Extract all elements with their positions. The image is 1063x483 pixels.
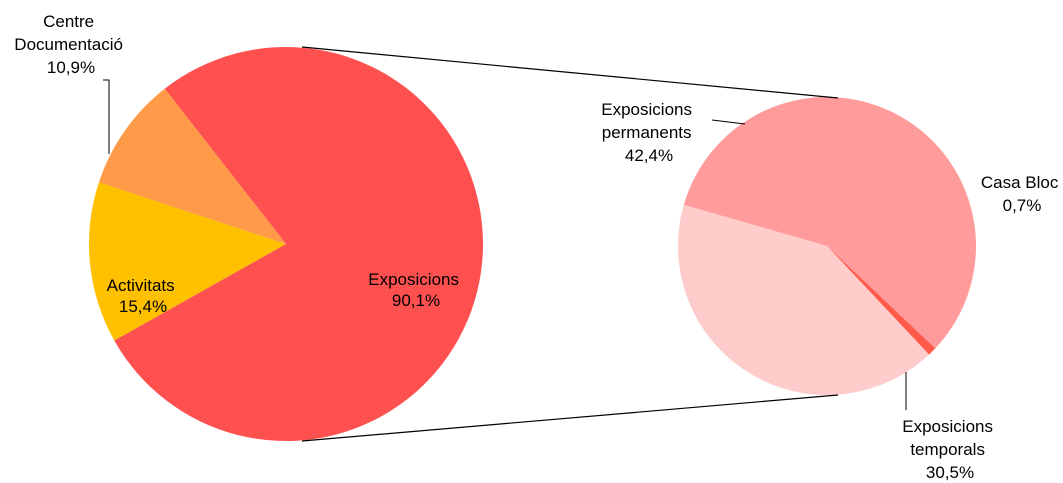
connector-line-bottom <box>301 394 839 442</box>
main-slice-activitats <box>88 182 287 341</box>
leader-line-exposicions-permanents <box>711 119 746 125</box>
label-exposicions: Exposicions 90,1% <box>368 270 463 310</box>
main-pie <box>88 46 483 441</box>
label-exposicions-temporals: Exposicions temporals 30,5% <box>902 417 997 482</box>
secondary-slice-casa-bloc <box>827 246 936 355</box>
main-slice-exposicions <box>114 46 483 441</box>
label-casa-bloc: Casa Bloc 0,7% <box>981 173 1063 215</box>
secondary-slice-exposicions-permanents <box>683 97 976 349</box>
secondary-pie <box>677 97 976 395</box>
leader-line-centre-documentacio <box>103 79 110 154</box>
label-centre-documentacio: Centre Documentació 10,9% <box>14 12 127 77</box>
label-activitats: Activitats 15,4% <box>107 276 180 316</box>
secondary-slice-exposicions-temporals <box>677 204 929 395</box>
label-exposicions-permanents: Exposicions permanents 42,4% <box>601 100 696 165</box>
connector-line-top <box>301 46 839 99</box>
main-slice-centre-documentacio <box>98 88 286 244</box>
